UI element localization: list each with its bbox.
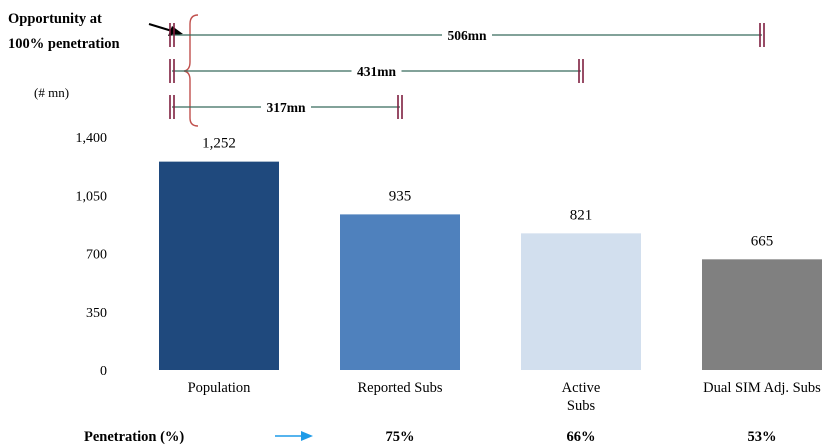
y-tick-label: 1,050 — [76, 189, 108, 204]
value-label-reported-subs: 935 — [389, 188, 412, 204]
y-tick-label: 1,400 — [76, 131, 108, 146]
gap-506mn: 506mn — [169, 23, 765, 47]
gap-label: 317mn — [266, 100, 305, 115]
opportunity-title: Opportunity at 100% penetration — [8, 11, 120, 52]
penetration-value: 66% — [567, 429, 596, 445]
opportunity-gaps: 506mn 431mn 317mn — [169, 23, 765, 119]
gap-431mn: 431mn — [169, 59, 584, 83]
gap-label: 431mn — [357, 64, 396, 79]
bars — [159, 161, 822, 370]
gap-317mn: 317mn — [169, 95, 403, 119]
opportunity-title-line1: Opportunity at — [8, 11, 102, 27]
opportunity-title-line2: 100% penetration — [8, 36, 120, 52]
y-tick-label: 0 — [100, 364, 107, 379]
gap-label: 506mn — [447, 28, 486, 43]
y-tick-label: 350 — [86, 306, 107, 321]
value-label-dual-sim-adj-subs: 665 — [751, 233, 774, 249]
value-label-active-subs: 821 — [570, 207, 593, 223]
x-label-active-subs: Active Subs — [562, 380, 601, 414]
x-axis-labels: Population Reported Subs Active Subs Dual SI… — [188, 380, 822, 414]
penetration-value: 53% — [748, 429, 777, 445]
x-label-population: Population — [188, 380, 252, 396]
bar-dual-sim-adj-subs — [702, 259, 822, 370]
bar-active-subs — [521, 233, 641, 370]
value-labels: 1,252 935 821 665 — [202, 136, 773, 250]
penetration-label: Penetration (%) — [84, 429, 184, 445]
y-axis: 0 350 700 1,050 1,400 — [76, 131, 108, 379]
bar-reported-subs — [340, 214, 460, 370]
value-label-population: 1,252 — [202, 136, 236, 152]
x-label-dual-sim-adj-subs: Dual SIM Adj. Subs — [703, 380, 821, 396]
penetration-row: Penetration (%) 75% 66% 53% — [84, 429, 777, 445]
bar-population — [159, 161, 279, 370]
unit-label: (# mn) — [34, 85, 69, 100]
y-tick-label: 700 — [86, 248, 107, 263]
penetration-arrow-icon — [275, 431, 313, 441]
title-arrow — [148, 23, 183, 36]
penetration-value: 75% — [386, 429, 415, 445]
x-label-reported-subs: Reported Subs — [358, 380, 443, 396]
